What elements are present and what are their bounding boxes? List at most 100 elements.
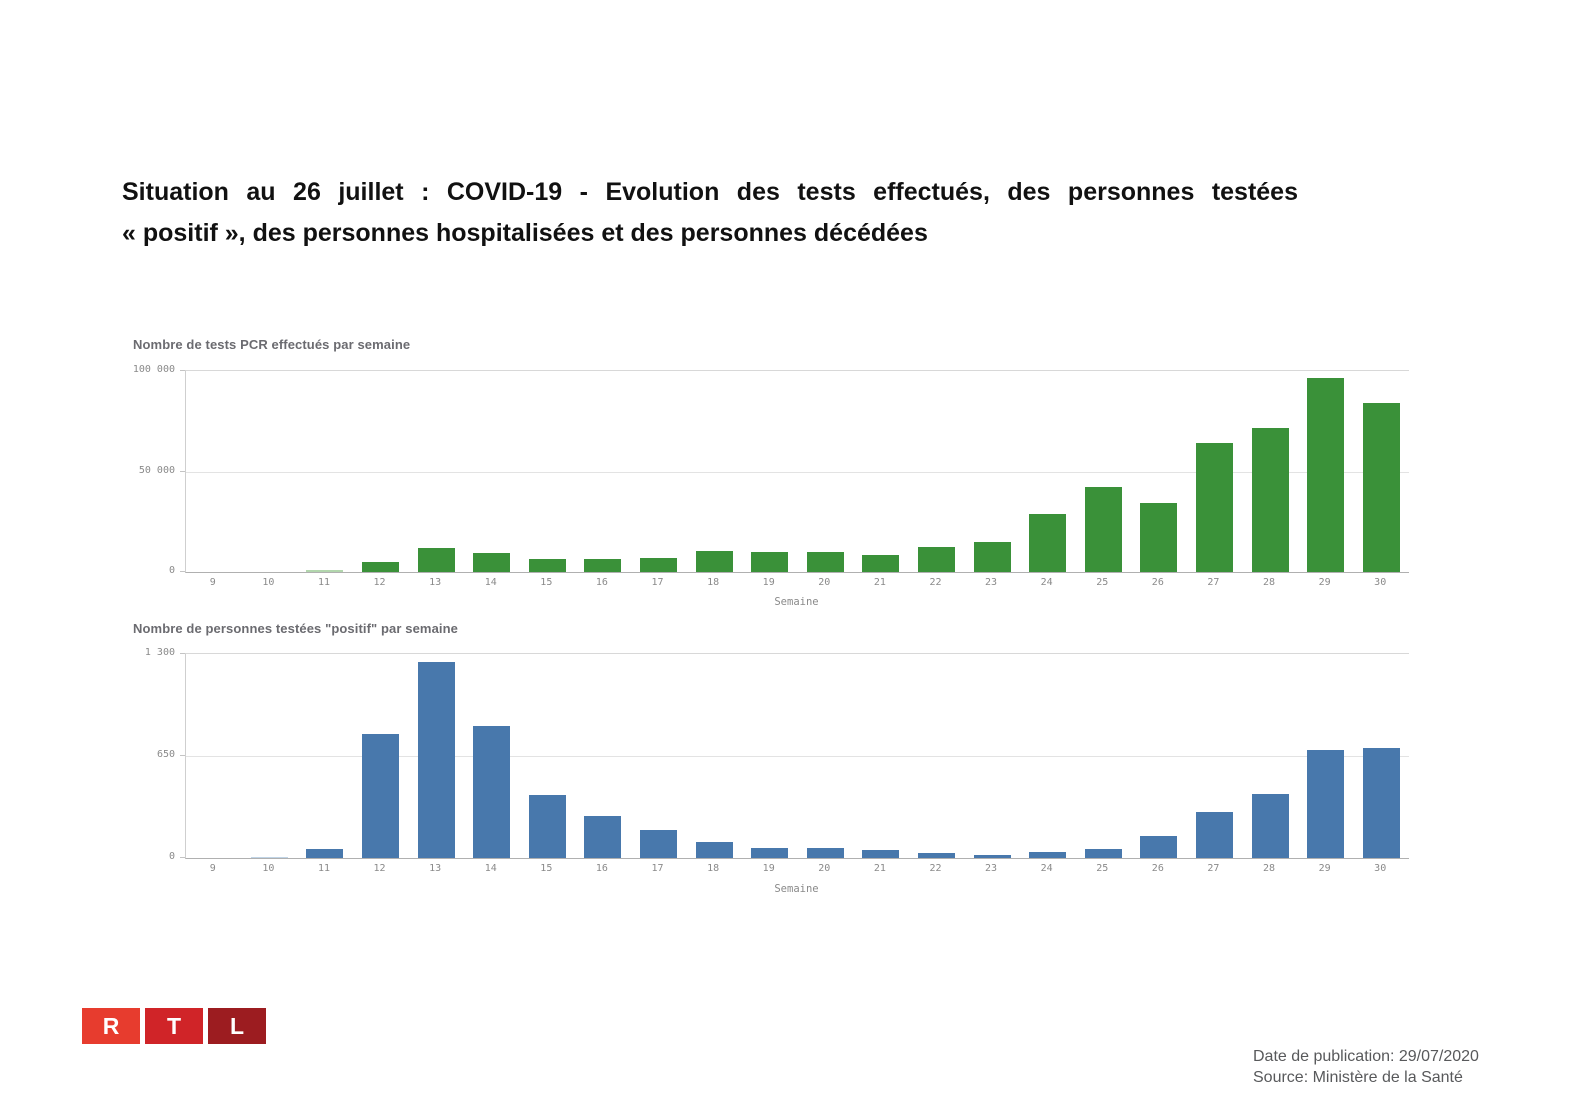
x-tick-label: 15 [540,863,553,874]
x-tick-label: 24 [1040,863,1053,874]
bar-week-27[interactable] [1195,811,1233,858]
bar-week-19[interactable] [751,847,789,858]
y-tick-mark [180,571,185,572]
x-tick-label: 30 [1374,577,1387,588]
bar-week-13[interactable] [417,547,455,572]
bar-week-30[interactable] [1362,748,1400,858]
x-tick-label: 29 [1318,577,1331,588]
bar-week-20[interactable] [806,847,844,858]
bar-week-28[interactable] [1251,793,1289,858]
bar-week-29[interactable] [1307,378,1345,572]
bar-week-26[interactable] [1140,836,1178,858]
rtl-logo-box-t: T [145,1008,203,1044]
bar-week-20[interactable] [806,552,844,572]
x-tick-label: 17 [651,863,664,874]
bar-week-21[interactable] [862,850,900,858]
bar-week-26[interactable] [1140,502,1178,572]
y-axis: 1 300 650 0 [115,647,185,862]
rtl-logo-box-r: R [82,1008,140,1044]
x-tick-label: 13 [429,577,442,588]
x-tick-label: 29 [1318,863,1331,874]
bar-week-24[interactable] [1029,513,1067,572]
x-tick-label: 20 [818,577,831,588]
page-title: Situation au 26 juillet : COVID-19 - Evo… [122,172,1298,254]
page-title-line1: Situation au 26 juillet : COVID-19 - Evo… [122,178,1298,206]
bar-week-23[interactable] [973,854,1011,858]
y-tick-mark [180,470,185,472]
bar-week-25[interactable] [1084,849,1122,858]
y-tick-label: 1 300 [144,647,175,658]
gridline [186,471,1409,473]
bar-week-15[interactable] [528,795,566,858]
y-tick-mark [180,370,185,371]
x-tick-label: 19 [762,863,775,874]
bar-week-11[interactable] [306,569,344,572]
x-tick-label: 13 [429,863,442,874]
bar-week-10[interactable] [250,856,288,858]
plot-area [185,653,1409,859]
x-tick-label: 21 [873,863,886,874]
x-axis: 9 10 11 12 13 14 15 16 17 18 19 20 21 22 23 24 25 26 27 28 2… [185,577,1408,591]
bar-week-18[interactable] [695,842,733,858]
bar-week-24[interactable] [1029,851,1067,858]
y-tick-mark [180,857,185,858]
x-tick-label: 27 [1207,577,1220,588]
bar-week-28[interactable] [1251,428,1289,572]
bar-week-29[interactable] [1307,749,1345,858]
y-axis: 100 000 50 000 0 [115,364,185,576]
x-tick-label: 25 [1096,577,1109,588]
x-tick-label: 11 [317,863,330,874]
x-tick-label: 30 [1374,863,1387,874]
bar-week-11[interactable] [306,848,344,858]
bar-week-19[interactable] [751,552,789,572]
x-tick-label: 24 [1040,577,1053,588]
chart-title: Nombre de tests PCR effectués par semain… [133,337,411,352]
bar-week-25[interactable] [1084,486,1122,572]
x-tick-label: 11 [317,577,330,588]
bar-week-17[interactable] [640,557,678,572]
bar-week-15[interactable] [528,558,566,572]
bar-week-23[interactable] [973,541,1011,572]
x-tick-label: 26 [1151,577,1164,588]
bar-week-14[interactable] [473,726,511,858]
y-tick-label: 100 000 [132,364,175,375]
bar-week-16[interactable] [584,558,622,572]
rtl-logo: R T L [82,1008,266,1044]
rtl-logo-box-l: L [208,1008,266,1044]
x-tick-label: 17 [651,577,664,588]
bar-week-12[interactable] [362,561,400,572]
x-tick-label: 28 [1262,863,1276,874]
bar-week-30[interactable] [1362,403,1400,572]
bar-week-16[interactable] [584,816,622,858]
y-tick-label: 50 000 [138,464,175,476]
x-tick-label: 12 [373,863,386,874]
bar-week-18[interactable] [695,551,733,572]
bar-week-13[interactable] [417,661,455,858]
x-tick-label: 19 [762,577,775,588]
x-tick-label: 10 [262,863,275,874]
x-tick-label: 27 [1207,863,1220,874]
y-tick-mark [180,755,185,756]
y-tick-label: 0 [168,565,175,576]
x-tick-label: 21 [873,577,886,588]
bar-week-22[interactable] [917,547,955,572]
x-tick-label: 26 [1151,863,1164,874]
x-axis: 9 10 11 12 13 14 15 16 17 18 19 20 21 22 23 24 25 26 27 28 2… [185,863,1408,877]
bar-week-27[interactable] [1195,443,1233,572]
chart-title: Nombre de personnes testées "positif" pa… [133,621,458,636]
bar-week-21[interactable] [862,555,900,572]
publication-info: Date de publication: 29/07/2020 Source: … [1253,1046,1479,1088]
x-tick-label: 23 [985,863,998,874]
x-tick-label: 20 [818,863,831,874]
rtl-letter-t: T [166,1012,182,1039]
x-axis-title: Semaine [774,596,819,608]
x-tick-label: 23 [985,577,998,588]
bar-week-12[interactable] [362,734,400,858]
x-tick-label: 16 [595,863,608,874]
bar-week-17[interactable] [640,829,678,858]
bar-week-14[interactable] [473,552,511,572]
y-tick-mark [180,653,185,654]
bar-week-22[interactable] [917,853,955,858]
x-axis-title: Semaine [774,883,819,895]
